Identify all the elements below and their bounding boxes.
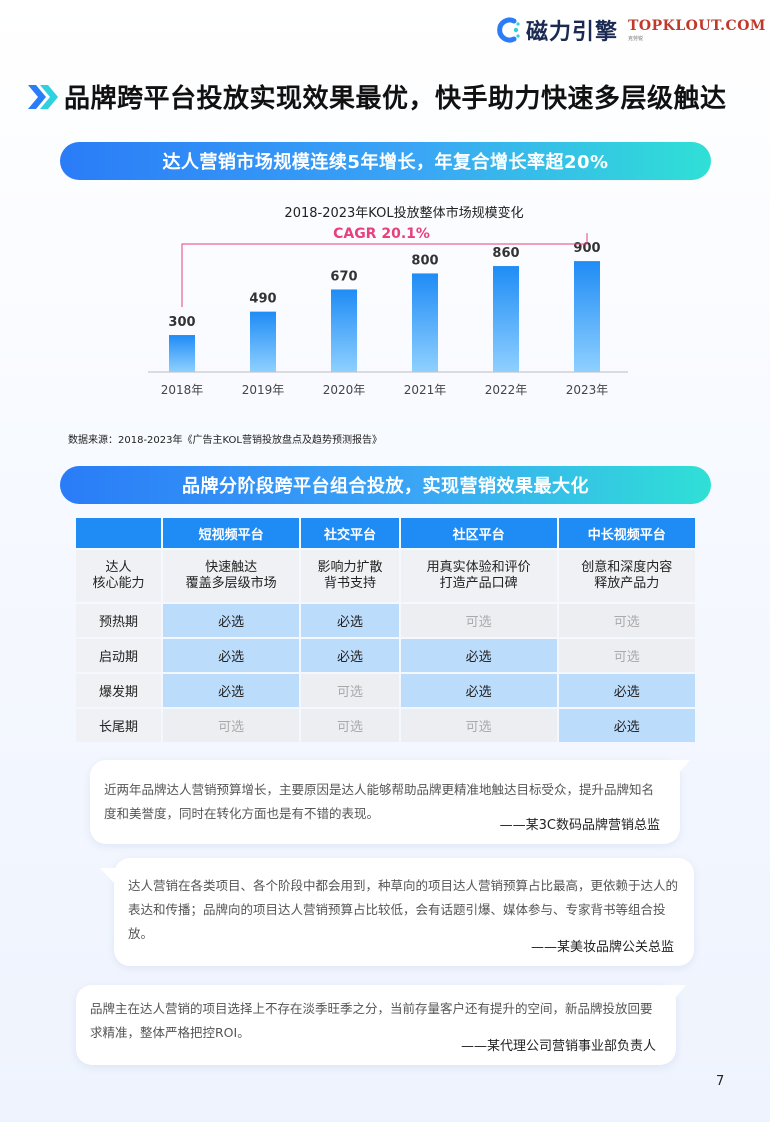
table-cell: 必选: [163, 639, 300, 672]
table-header-social: 社交平台: [301, 518, 399, 548]
quote-signature: ——某代理公司营销事业部负责人: [460, 1039, 656, 1054]
table-cell: 可选: [301, 674, 399, 707]
quote-card: 近两年品牌达人营销预算增长，主要原因是达人能够帮助品牌更精准地触达目标受众，提升…: [90, 760, 690, 844]
page-title: 品牌跨平台投放实现效果最优，快手助力快速多层级触达: [26, 78, 727, 115]
tick-label: 2022年: [485, 383, 528, 397]
tick-label: 2020年: [323, 383, 366, 397]
data-source-note: 数据来源：2018-2023年《广告主KOL营销投放盘点及趋势预测报告》: [68, 435, 382, 446]
cagr-annotation: CAGR 20.1%: [333, 226, 430, 242]
bar: [169, 335, 195, 372]
quote-card: 品牌主在达人营销的项目选择上不存在淡季旺季之分，当前存量客户还有提升的空间，新品…: [76, 985, 686, 1065]
page-title-text: 品牌跨平台投放实现效果最优，快手助力快速多层级触达: [64, 84, 727, 114]
ability-cell-line: 释放产品力: [594, 576, 660, 591]
ability-cell-line: 影响力扩散: [317, 560, 383, 575]
ability-cell: 快速触达 覆盖多层级市场: [163, 550, 300, 602]
table-cell: 必选: [400, 639, 557, 672]
table-cell: 必选: [558, 709, 695, 742]
ability-cell: 用真实体验和评价 打造产品口碑: [400, 550, 557, 602]
table-cell: 可选: [400, 604, 557, 637]
double-chevron-icon: [28, 84, 58, 109]
stage-label: 启动期: [76, 639, 161, 672]
quote-text: 近两年品牌达人营销预算增长，主要原因是达人能够帮助品牌更精准地触达目标受众，提升…: [104, 782, 655, 821]
ability-cell-line: 快速触达: [205, 560, 258, 575]
table-cell: 可选: [163, 709, 300, 742]
data-label: 860: [492, 246, 519, 261]
bar: [331, 289, 357, 372]
tick-label: 2019年: [242, 383, 285, 397]
ability-cell-line: 用真实体验和评价: [426, 560, 531, 575]
table-cell: 可选: [558, 604, 695, 637]
ability-cell: 影响力扩散 背书支持: [301, 550, 399, 602]
magnet-logo-icon: [494, 16, 522, 44]
data-label: 490: [249, 292, 276, 307]
section-banner-market: 达人营销市场规模连续5年增长，年复合增长率超20%: [60, 142, 711, 180]
quote-text: 品牌主在达人营销的项目选择上不存在淡季旺季之分，当前存量客户还有提升的空间，新品…: [90, 1001, 653, 1040]
table-header-short-video: 短视频平台: [163, 518, 300, 548]
chart-title: 2018-2023年KOL投放整体市场规模变化: [284, 206, 524, 221]
logo-cn-text: 磁力引擎: [526, 20, 619, 45]
table-header-community: 社区平台: [400, 518, 557, 548]
table-cell: 可选: [301, 709, 399, 742]
ability-cell-line: 打造产品口碑: [439, 576, 518, 591]
table-header-row: 短视频平台 社交平台 社区平台 中长视频平台: [76, 518, 695, 548]
data-label: 300: [168, 315, 195, 330]
stage-label: 爆发期: [76, 674, 161, 707]
quote-text: 达人营销在各类项目、各个阶段中都会用到，种草向的项目达人营销预算占比最高，更依赖…: [128, 878, 679, 941]
brand-logo: 磁力引擎 TOPKLOUT.COM 克劳锐: [494, 14, 766, 46]
table-row: 预热期 必选 必选 可选 可选: [76, 604, 695, 637]
ability-cell-line: 覆盖多层级市场: [185, 576, 277, 591]
stage-label: 长尾期: [76, 709, 161, 742]
table-cell: 可选: [558, 639, 695, 672]
table-cell: 必选: [301, 604, 399, 637]
speech-tail: [668, 760, 690, 786]
speech-tail: [664, 985, 686, 1011]
logo-en-block: TOPKLOUT.COM 克劳锐: [628, 18, 766, 42]
quote-signature: ——某3C数码品牌营销总监: [499, 818, 660, 833]
table-cell: 必选: [558, 674, 695, 707]
section-banner-strategy: 品牌分阶段跨平台组合投放，实现营销效果最大化: [60, 466, 711, 504]
speech-tail: [100, 868, 124, 894]
table-cell: 可选: [400, 709, 557, 742]
ability-cell-line: 背书支持: [324, 576, 377, 591]
ability-cell: 创意和深度内容 释放产品力: [558, 550, 695, 602]
ability-cell-line: 创意和深度内容: [581, 560, 673, 575]
table-row-ability: 达人 核心能力 快速触达 覆盖多层级市场 影响力扩散 背书支持 用真实体验和评价…: [76, 550, 695, 602]
data-label: 670: [330, 269, 357, 284]
stage-label: 预热期: [76, 604, 161, 637]
ability-label-line1: 达人: [105, 560, 132, 575]
tick-label: 2021年: [404, 383, 447, 397]
table-cell: 必选: [163, 604, 300, 637]
page-number: 7: [716, 1074, 725, 1089]
ability-row-label: 达人 核心能力: [76, 550, 161, 602]
table-cell: 必选: [163, 674, 300, 707]
table-cell: 必选: [400, 674, 557, 707]
tick-label: 2023年: [566, 383, 609, 397]
tick-label: 2018年: [161, 383, 204, 397]
kol-market-bar-chart: 300 2018年 490 2019年 670 2020年 800 2021年 860 2022年…: [148, 226, 628, 397]
bar: [412, 273, 438, 372]
bar: [250, 311, 276, 372]
platform-strategy-table: 短视频平台 社交平台 社区平台 中长视频平台 达人 核心能力 快速触达 覆盖多层…: [74, 516, 697, 744]
logo-en-sub: 克劳锐: [628, 36, 644, 42]
table-row: 爆发期 必选 可选 必选 必选: [76, 674, 695, 707]
table-header-long-video: 中长视频平台: [558, 518, 695, 548]
data-label: 900: [573, 241, 600, 256]
table-row: 启动期 必选 必选 必选 可选: [76, 639, 695, 672]
table-cell: 必选: [301, 639, 399, 672]
bar: [574, 261, 600, 372]
bar: [493, 266, 519, 372]
cagr-bracket: [181, 233, 588, 308]
table-row: 长尾期 可选 可选 可选 必选: [76, 709, 695, 742]
ability-label-line2: 核心能力: [92, 576, 145, 591]
data-label: 800: [411, 253, 438, 268]
table-header-corner: [76, 518, 161, 548]
quote-signature: ——某美妆品牌公关总监: [530, 940, 674, 955]
logo-en-text: TOPKLOUT.COM: [628, 18, 766, 34]
quote-card: 达人营销在各类项目、各个阶段中都会用到，种草向的项目达人营销预算占比最高，更依赖…: [100, 858, 694, 966]
